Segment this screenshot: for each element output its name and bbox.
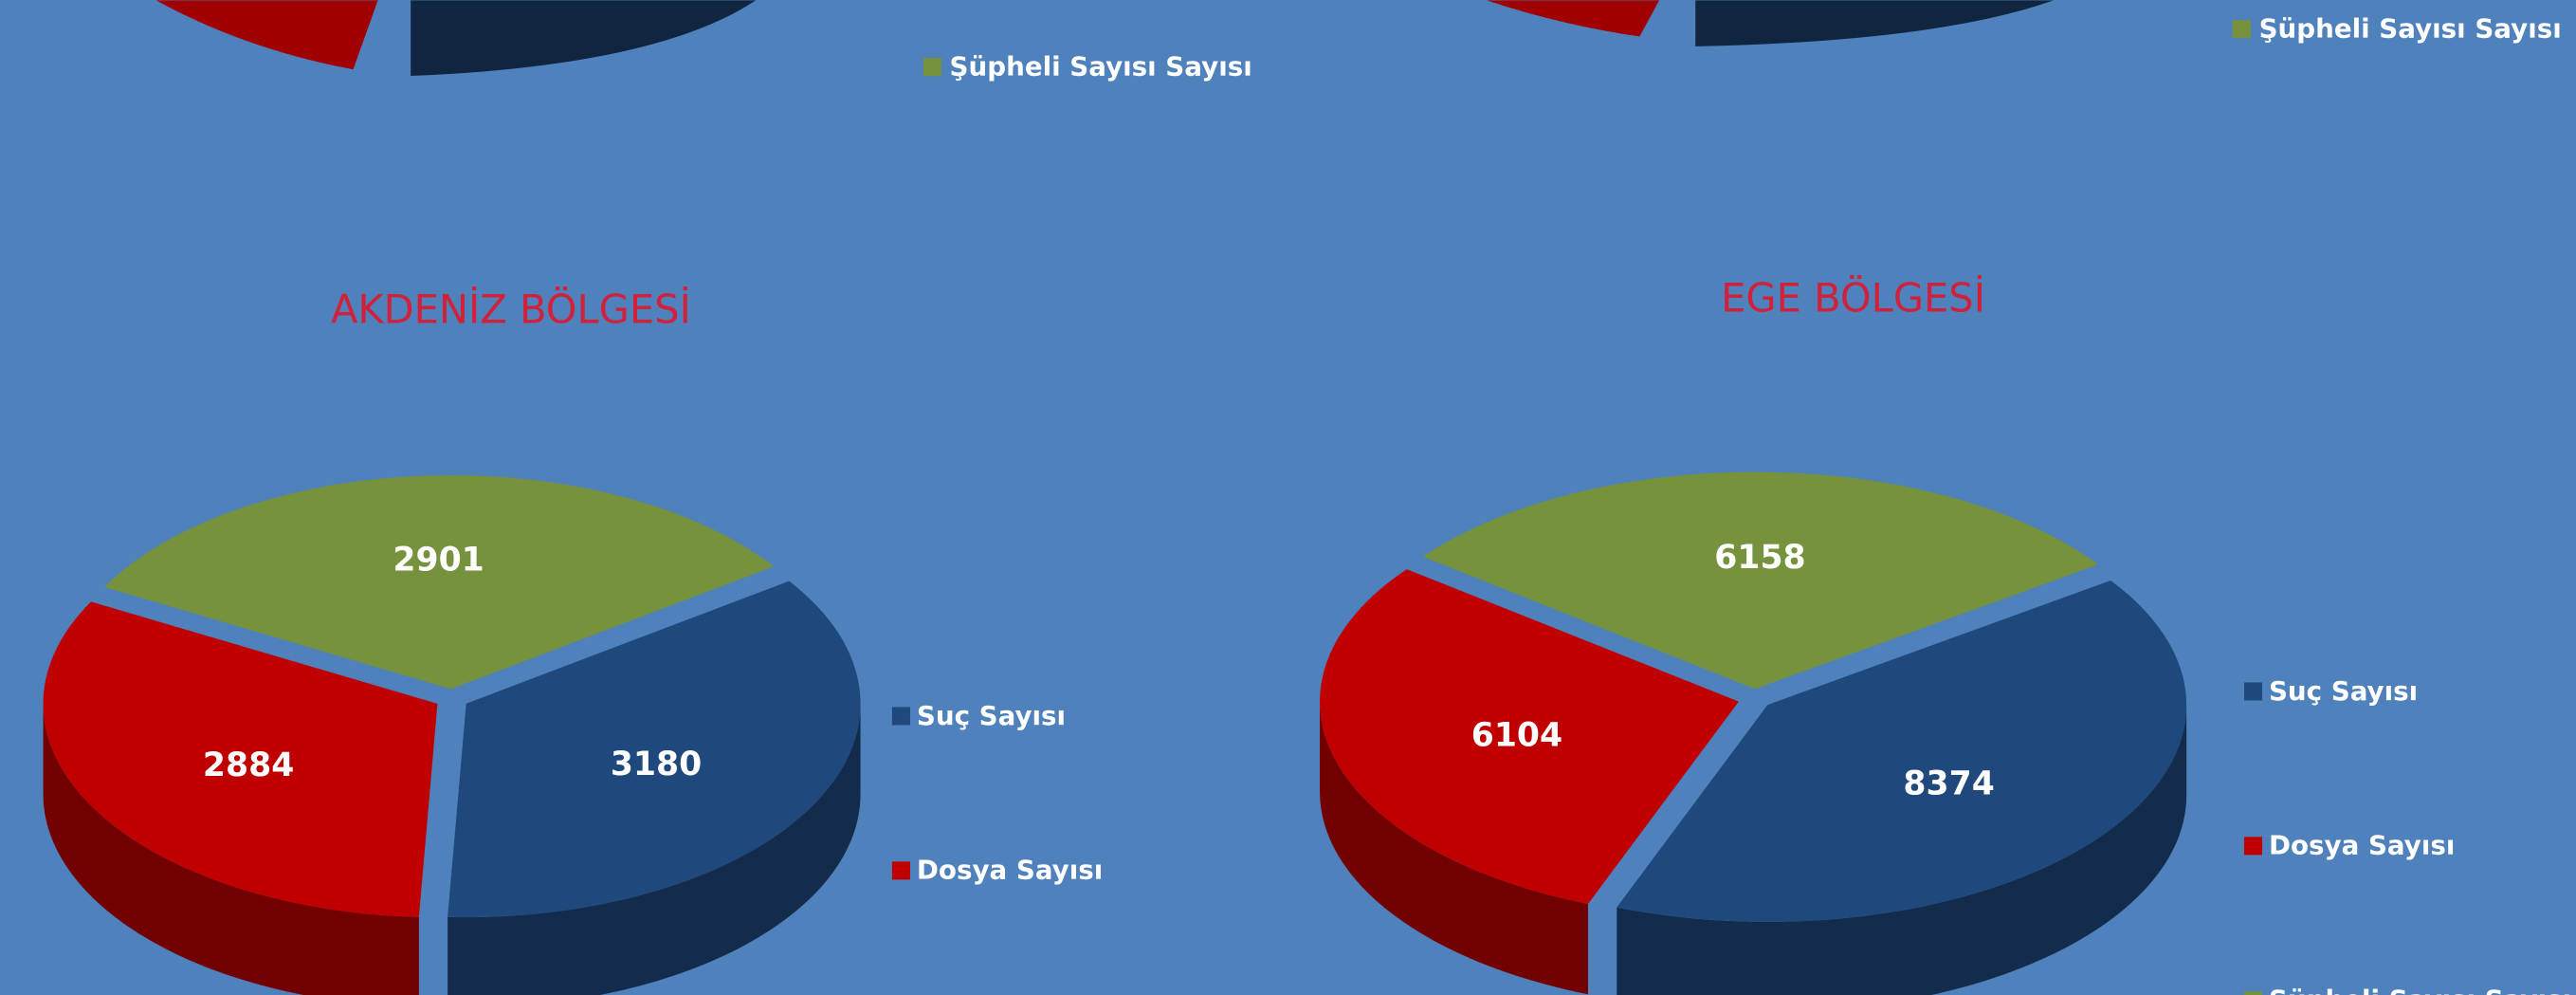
slice-side — [43, 703, 419, 995]
partial-slice — [411, 0, 757, 77]
value-label: 8374 — [1903, 765, 1994, 803]
legend-label: Suç Sayısı — [2269, 675, 2418, 707]
legend-swatch — [2243, 837, 2263, 856]
legend-swatch — [2243, 682, 2263, 701]
value-label: 3180 — [611, 746, 702, 783]
legend-label: Dosya Sayısı — [2269, 830, 2455, 861]
pie-slice — [1320, 569, 1739, 904]
value-label: 6104 — [1471, 717, 1562, 755]
slice-side — [1320, 701, 1588, 995]
pie-slice — [43, 601, 438, 917]
partial-slice — [155, 0, 378, 70]
value-label: 2884 — [203, 746, 294, 784]
slice-side — [1617, 705, 2187, 995]
legend-label: Şüpheli Sayısı Sayısı — [950, 50, 1252, 82]
legend-swatch — [2232, 20, 2251, 39]
legend-label: Şüpheli Sayısı Sayısı — [2259, 13, 2562, 45]
legend-swatch — [923, 57, 941, 77]
slice-side — [448, 703, 861, 995]
value-label: 6158 — [1714, 539, 1805, 577]
value-label: 2901 — [393, 541, 484, 579]
legend-swatch — [891, 707, 910, 726]
chart-title: AKDENİZ BÖLGESİ — [331, 286, 691, 333]
chart-title: EGE BÖLGESİ — [1721, 274, 1985, 321]
pie-slice — [1617, 580, 2187, 922]
pie-slice — [104, 475, 775, 690]
partial-slice — [1487, 0, 1660, 37]
legend-label: Şüpheli Sayısı Sayısı — [2269, 985, 2571, 995]
partial-slice — [1695, 0, 2054, 46]
legend-swatch — [2243, 991, 2263, 995]
pie-slice — [1422, 471, 2098, 690]
legend-label: Suç Sayısı — [917, 700, 1066, 731]
legend-label: Dosya Sayısı — [917, 855, 1103, 886]
pie-slice — [448, 580, 861, 918]
legend-swatch — [891, 861, 910, 880]
